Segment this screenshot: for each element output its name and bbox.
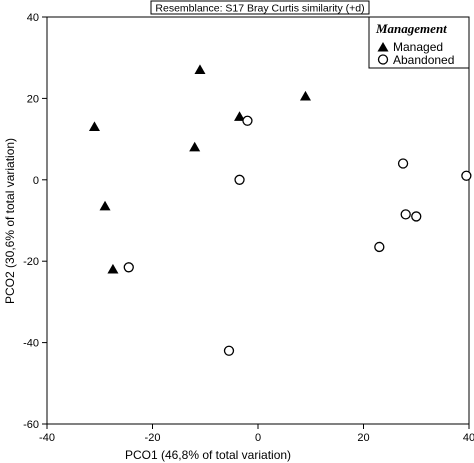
x-tick-label: 0 [255, 432, 261, 444]
managed-point [88, 121, 100, 132]
resemblance-text: Resemblance: S17 Bray Curtis similarity … [155, 3, 364, 15]
y-tick-label: -40 [23, 338, 39, 350]
legend-label-managed: Managed [393, 40, 443, 54]
abandoned-point [242, 115, 253, 126]
y-axis-title: PCO2 (30,6% of total variation) [3, 138, 17, 304]
legend-title: Management [375, 21, 447, 36]
legend-triangle-icon [377, 42, 389, 52]
y-tick-label: 0 [33, 175, 39, 187]
abandoned-point [223, 345, 235, 356]
resemblance-box [150, 0, 370, 15]
legend-label-abandoned: Abandoned [393, 53, 454, 67]
plot-frame [46, 16, 470, 425]
legend-circle-icon [377, 54, 389, 65]
x-axis: -40 -20 0 20 40 [39, 424, 474, 444]
managed-point [299, 90, 311, 101]
managed-point [194, 64, 206, 75]
x-tick-label: -20 [145, 432, 161, 444]
abandoned-point [400, 209, 411, 220]
y-tick-label: 40 [27, 12, 39, 24]
x-tick-label: 20 [357, 432, 369, 444]
resemblance-header: Resemblance: S17 Bray Curtis similarity … [150, 0, 370, 15]
managed-point [99, 200, 111, 211]
y-tick-label: -20 [23, 256, 39, 268]
abandoned-point [461, 170, 472, 181]
legend: Management Managed Abandoned [368, 16, 470, 69]
x-axis-title: PCO1 (46,8% of total variation) [125, 448, 291, 462]
abandoned-point [397, 158, 409, 169]
y-axis: -60 -40 -20 0 20 40 [23, 12, 47, 431]
managed-point [189, 141, 201, 152]
abandoned-point [234, 174, 245, 185]
managed-point [107, 263, 119, 274]
data-points [88, 64, 472, 356]
abandoned-point [374, 241, 385, 253]
y-tick-label: -60 [23, 419, 39, 431]
x-tick-label: -40 [39, 432, 55, 444]
y-tick-label: 20 [27, 93, 39, 105]
managed-point [234, 111, 246, 121]
x-tick-label: 40 [463, 432, 474, 444]
abandoned-point [411, 211, 422, 222]
abandoned-point [123, 262, 134, 273]
